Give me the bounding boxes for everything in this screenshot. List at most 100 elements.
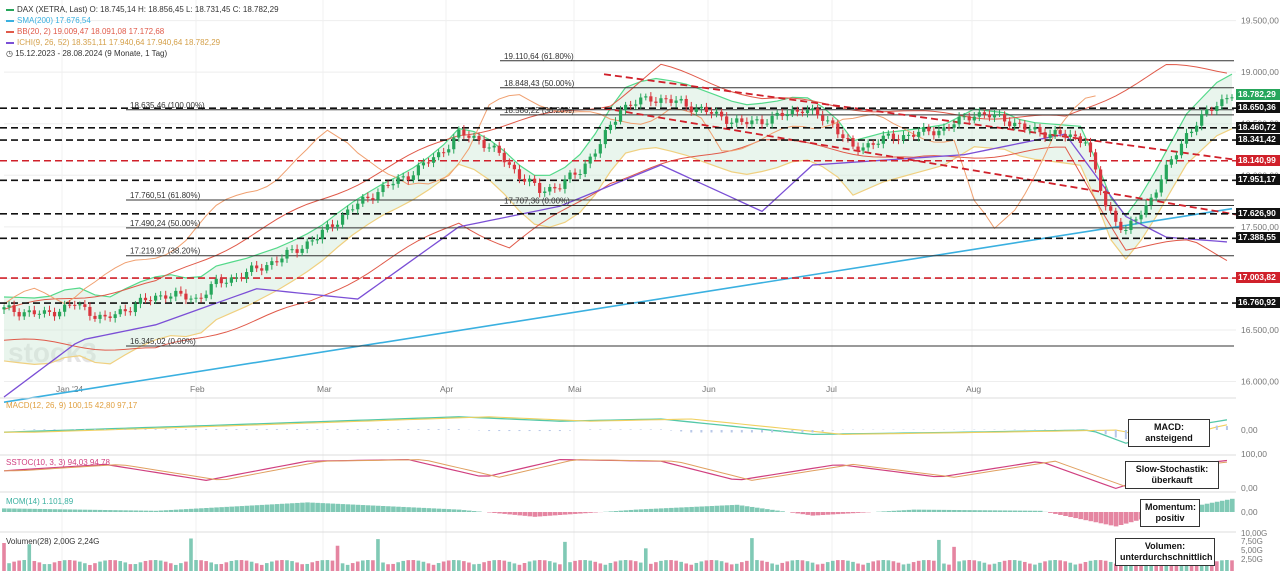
volume-bar xyxy=(962,560,966,571)
price-tag: 16.760,92 xyxy=(1236,297,1280,309)
volume-bar xyxy=(664,560,668,571)
volume-bar xyxy=(411,560,416,571)
momentum-bar xyxy=(188,508,194,512)
momentum-bar xyxy=(744,506,750,512)
volume-bar xyxy=(891,561,896,571)
volume-bar xyxy=(689,564,694,571)
volume-bar xyxy=(1098,560,1103,571)
candle-body xyxy=(588,156,592,164)
momentum-bar xyxy=(497,512,502,514)
volume-bar xyxy=(800,560,805,571)
candle-body xyxy=(1043,132,1047,138)
macd-histogram-bar xyxy=(407,429,410,430)
candle-body xyxy=(543,191,547,193)
momentum-bar xyxy=(1058,512,1063,515)
candle-body xyxy=(623,104,628,111)
volume-bar xyxy=(921,560,926,571)
momentum-bar xyxy=(17,508,22,512)
volume-bar xyxy=(12,561,16,571)
candle-body xyxy=(497,145,501,153)
momentum-bar xyxy=(542,512,548,517)
volume-bar xyxy=(148,560,153,571)
volume-bar xyxy=(522,563,527,571)
volume-bar xyxy=(2,543,6,571)
candle-body xyxy=(841,134,845,139)
volume-bar xyxy=(259,564,264,571)
price-tag: 18.650,36 xyxy=(1236,102,1280,114)
momentum-bar xyxy=(98,509,103,512)
momentum-bar xyxy=(57,509,63,512)
momentum-bar xyxy=(916,509,922,512)
momentum-bar xyxy=(128,510,133,512)
bb-lower-line xyxy=(3,139,1228,351)
candle-body xyxy=(1023,123,1027,130)
volume-bar xyxy=(830,560,835,571)
candle-body xyxy=(603,130,607,145)
momentum-bar xyxy=(795,512,800,514)
volume-bar xyxy=(750,538,754,571)
candle-body xyxy=(22,312,26,317)
candle-body xyxy=(330,224,335,227)
volume-bar xyxy=(1199,563,1204,571)
volume-bar xyxy=(947,564,951,571)
fib-label: 18.586,22 (38.20%) xyxy=(504,106,575,115)
momentum-bar xyxy=(72,509,78,512)
volume-bar xyxy=(98,561,102,571)
momentum-bar xyxy=(249,505,255,512)
candle-body xyxy=(335,224,340,227)
candle-body xyxy=(527,178,532,182)
candle-body xyxy=(694,108,698,112)
momentum-bar xyxy=(183,509,189,512)
momentum-bar xyxy=(714,505,720,512)
candle-body xyxy=(1215,106,1219,111)
volume-bar xyxy=(67,560,72,571)
legend-instrument: DAX (XETRA, Last) O: 18.745,14 H: 18.856… xyxy=(6,4,279,15)
volume-bar xyxy=(820,563,825,571)
momentum-bar xyxy=(552,512,558,516)
candle-body xyxy=(472,135,476,138)
momentum-bar xyxy=(699,506,704,512)
momentum-bar xyxy=(749,506,755,512)
volume-bar xyxy=(583,560,587,571)
volume-bar xyxy=(633,561,638,571)
momentum-bar xyxy=(835,512,841,515)
volume-bar xyxy=(714,560,719,571)
candle-body xyxy=(1220,99,1224,107)
volume-bar xyxy=(1063,561,1068,571)
volume-bar xyxy=(174,564,178,571)
momentum-bar xyxy=(830,512,836,515)
candle-body xyxy=(1134,219,1138,221)
volume-bar xyxy=(335,545,340,571)
volume-bar xyxy=(851,561,855,571)
candle-body xyxy=(962,116,966,118)
volume-bar xyxy=(22,560,27,571)
momentum-bar xyxy=(451,509,457,512)
momentum-bar xyxy=(1204,503,1210,512)
volume-bar xyxy=(623,560,628,571)
macd-histogram-bar xyxy=(1124,430,1127,440)
momentum-bar xyxy=(608,511,614,512)
momentum-bar xyxy=(861,512,866,513)
volume-bar xyxy=(285,560,289,571)
volume-bar xyxy=(108,560,112,571)
momentum-bar xyxy=(1103,512,1109,525)
candle-body xyxy=(730,122,734,124)
momentum-bar xyxy=(734,504,740,512)
volume-bar xyxy=(628,560,633,571)
candle-body xyxy=(805,110,810,114)
momentum-bar xyxy=(901,510,907,512)
volume-bar xyxy=(1119,564,1123,571)
momentum-bar xyxy=(760,508,765,512)
macd-histogram-bar xyxy=(154,429,157,430)
volume-bar xyxy=(305,563,310,571)
macd-histogram-bar xyxy=(1215,425,1218,430)
legend-ichimoku: ICHI(9, 26, 52) 18.351,11 17.940,64 17.9… xyxy=(6,37,279,48)
candle-body xyxy=(219,278,223,284)
momentum-bar xyxy=(2,508,7,512)
candle-body xyxy=(1033,127,1037,130)
momentum-bar xyxy=(775,510,780,512)
momentum-bar xyxy=(219,507,224,512)
candle-body xyxy=(558,188,562,190)
candle-body xyxy=(598,144,602,154)
candle-body xyxy=(209,284,213,295)
